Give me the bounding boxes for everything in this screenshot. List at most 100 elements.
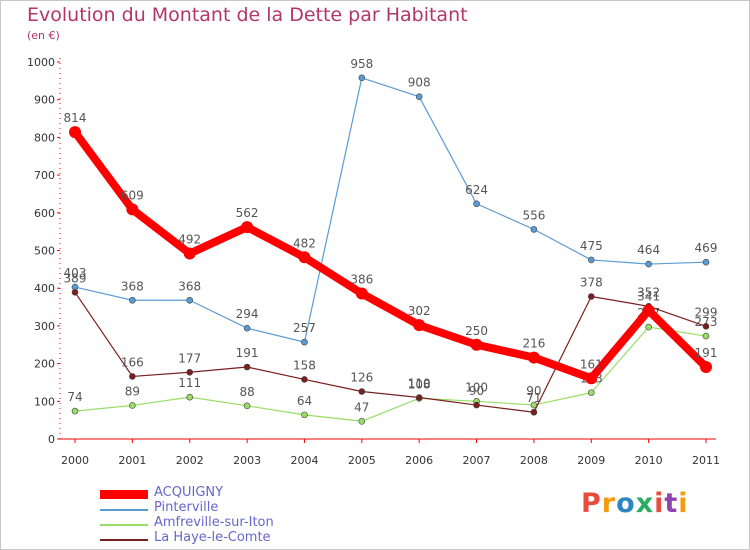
y-tick-label: 600 xyxy=(34,207,55,220)
y-tick-label: 700 xyxy=(34,169,55,182)
data-point xyxy=(530,408,538,416)
data-label: 177 xyxy=(178,351,201,365)
data-point xyxy=(183,247,196,260)
data-label: 341 xyxy=(637,289,660,303)
data-label: 624 xyxy=(465,183,488,197)
data-label: 609 xyxy=(121,188,144,202)
data-label: 378 xyxy=(580,275,603,289)
data-label: 273 xyxy=(695,315,718,329)
data-point xyxy=(587,389,595,396)
logo-letter: t xyxy=(664,488,679,519)
data-point xyxy=(243,363,251,371)
legend-label: ACQUIGNY xyxy=(154,485,224,500)
data-label: 47 xyxy=(354,400,369,414)
data-point xyxy=(702,258,710,266)
data-point xyxy=(358,417,366,425)
legend-label: La Haye-le-Comte xyxy=(154,530,271,545)
data-point xyxy=(645,323,652,331)
x-tick-label: 2010 xyxy=(635,454,663,467)
data-point xyxy=(702,322,710,330)
data-point xyxy=(645,260,652,268)
data-label: 90 xyxy=(526,384,541,398)
data-label: 110 xyxy=(408,377,431,391)
logo-letter: x xyxy=(635,488,655,519)
data-point xyxy=(243,402,251,410)
data-point xyxy=(415,93,423,100)
data-point xyxy=(69,126,81,139)
logo-letter: o xyxy=(616,488,636,519)
data-label: 64 xyxy=(297,394,312,408)
data-point xyxy=(358,388,366,395)
data-point xyxy=(700,360,712,373)
data-label: 257 xyxy=(293,321,316,335)
y-tick-label: 800 xyxy=(34,131,55,144)
data-point xyxy=(470,338,483,351)
legend-label: Amfreville-sur-Iton xyxy=(154,515,274,530)
data-point xyxy=(301,411,308,419)
data-point xyxy=(186,393,194,401)
y-tick-label: 200 xyxy=(34,358,55,371)
series-line xyxy=(74,326,707,422)
data-point xyxy=(301,338,308,346)
legend-swatch xyxy=(100,490,148,499)
logo-letter: r xyxy=(601,488,617,519)
data-label: 958 xyxy=(350,57,373,71)
y-tick-label: 900 xyxy=(34,94,55,107)
x-tick-label: 2001 xyxy=(118,454,146,467)
data-point xyxy=(129,296,136,304)
data-point xyxy=(241,221,254,234)
series-line xyxy=(71,128,710,383)
data-point xyxy=(415,394,423,401)
data-label: 74 xyxy=(67,390,82,404)
y-tick-label: 300 xyxy=(34,320,55,333)
data-label: 464 xyxy=(637,243,660,257)
data-point xyxy=(301,376,308,383)
x-tick-label: 2008 xyxy=(520,454,548,467)
data-label: 556 xyxy=(522,208,545,222)
chart-title: Evolution du Montant de la Dette par Hab… xyxy=(27,4,468,26)
logo-letter: i xyxy=(678,488,689,519)
data-label: 100 xyxy=(465,380,488,394)
data-label: 299 xyxy=(695,305,718,319)
x-tick-label: 2000 xyxy=(61,454,89,467)
data-label: 250 xyxy=(465,324,488,338)
data-label: 158 xyxy=(293,358,316,372)
data-point xyxy=(473,401,480,409)
legend-swatch xyxy=(100,524,148,526)
y-tick-label: 0 xyxy=(48,433,55,446)
legend-label: Pinterville xyxy=(154,500,219,515)
x-tick-label: 2006 xyxy=(405,454,433,467)
x-tick-label: 2005 xyxy=(348,454,376,467)
data-label: 562 xyxy=(236,206,259,220)
data-point xyxy=(587,293,595,300)
data-point xyxy=(702,332,710,340)
data-label: 475 xyxy=(580,239,603,253)
data-label: 368 xyxy=(121,279,144,293)
data-label: 71 xyxy=(526,391,541,405)
data-label: 814 xyxy=(64,111,87,125)
y-tick-label: 400 xyxy=(34,282,55,295)
x-tick-label: 2009 xyxy=(577,454,605,467)
x-tick-label: 2003 xyxy=(233,454,261,467)
data-point xyxy=(358,74,366,82)
data-point xyxy=(71,289,79,296)
data-point xyxy=(642,304,655,317)
data-point xyxy=(129,402,136,409)
data-point xyxy=(186,296,194,304)
data-label: 908 xyxy=(408,76,431,90)
series-pinterville: 403 368 368 294 257 958 908 624 556 475 464 469 xyxy=(64,57,717,346)
x-tick-label: 2004 xyxy=(290,454,318,467)
x-tick-label: 2007 xyxy=(463,454,491,467)
y-tick-label: 100 xyxy=(34,395,55,408)
x-tick-label: 2002 xyxy=(176,454,204,467)
data-point xyxy=(243,324,251,332)
data-point xyxy=(527,351,540,364)
data-label: 161 xyxy=(580,357,603,371)
data-label: 191 xyxy=(695,346,718,360)
data-point xyxy=(126,203,139,216)
data-point xyxy=(186,368,194,376)
legend-swatch xyxy=(100,539,148,541)
